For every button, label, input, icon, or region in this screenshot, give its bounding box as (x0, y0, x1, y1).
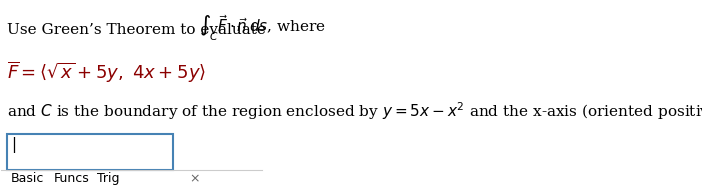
Text: Basic: Basic (11, 172, 44, 186)
Text: and $C$ is the boundary of the region enclosed by $y = 5x - x^2$ and the x-axis : and $C$ is the boundary of the region en… (8, 101, 702, 122)
Text: Trig: Trig (97, 172, 119, 186)
Text: Use Green’s Theorem to evaluate: Use Green’s Theorem to evaluate (8, 23, 276, 37)
FancyBboxPatch shape (8, 134, 173, 170)
Text: ×: × (190, 172, 200, 186)
Text: $\overline{F} = \langle \sqrt{x} + 5y,\ 4x + 5y \rangle$: $\overline{F} = \langle \sqrt{x} + 5y,\ … (8, 60, 206, 85)
Text: |: | (11, 137, 17, 153)
Text: Funcs: Funcs (54, 172, 90, 186)
Text: $\int_C \vec{F} \cdot \vec{n}\, ds$, where: $\int_C \vec{F} \cdot \vec{n}\, ds$, whe… (199, 14, 326, 43)
